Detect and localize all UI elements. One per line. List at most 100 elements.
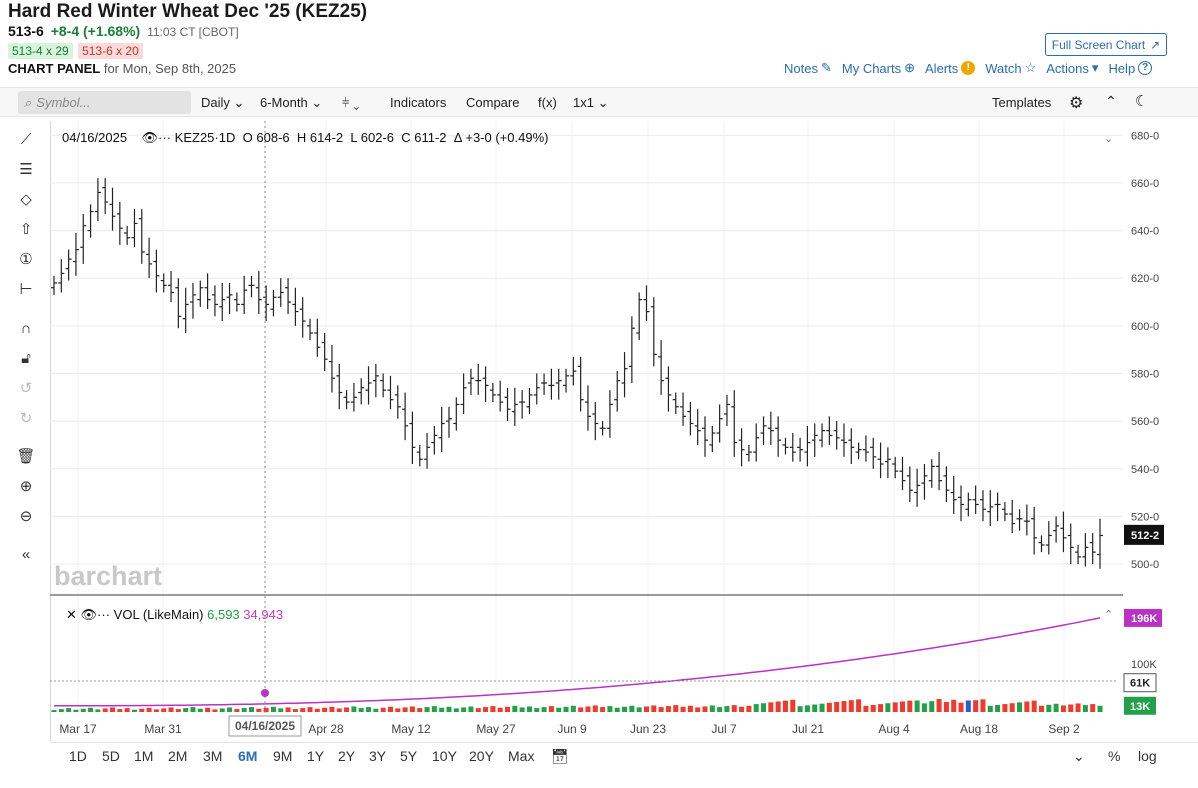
price-bar xyxy=(233,292,240,312)
zoom-in-icon[interactable]: ⊕ xyxy=(19,478,33,495)
volume-bar xyxy=(446,706,452,712)
watch-link[interactable]: Watch ☆ xyxy=(985,60,1036,76)
volume-bar xyxy=(139,708,145,712)
volume-bar xyxy=(695,707,701,712)
collapse-sidebar-icon[interactable]: « xyxy=(21,545,31,563)
my-charts-link[interactable]: My Charts ⊕ xyxy=(842,60,915,76)
price-bar xyxy=(892,456,899,479)
range-button-max[interactable]: Max xyxy=(508,748,535,764)
volume-bar xyxy=(197,708,203,712)
volume-bar xyxy=(826,702,832,712)
legend-collapse-icon[interactable]: ⌄ xyxy=(1104,133,1114,145)
range-button-1y[interactable]: 1Y xyxy=(307,748,325,764)
volume-bar xyxy=(124,708,130,712)
settings-gear-icon[interactable]: ⚙ xyxy=(1069,95,1084,112)
volume-bar xyxy=(921,703,927,712)
range-button-5d[interactable]: 5D xyxy=(102,748,120,764)
full-screen-chart-button[interactable]: Full Screen Chart ↗ xyxy=(1045,33,1167,56)
volume-bar xyxy=(856,699,862,712)
alerts-link[interactable]: Alerts ! xyxy=(925,61,976,76)
volume-bar xyxy=(292,709,298,712)
measure-tool-icon[interactable]: ⊢ xyxy=(19,281,33,298)
volume-bar xyxy=(673,705,679,712)
line-tool-icon[interactable]: ⟋ xyxy=(20,130,32,148)
range-button-6m[interactable]: 6M xyxy=(238,748,258,764)
volume-bar xyxy=(88,707,94,712)
actions-menu[interactable]: Actions ▾ xyxy=(1046,60,1098,76)
price-bar xyxy=(1089,533,1096,565)
notes-link[interactable]: Notes ✎ xyxy=(784,60,832,76)
price-bar xyxy=(789,433,796,462)
interval-dropdown[interactable]: Daily ⌄ xyxy=(201,95,244,111)
calendar-icon[interactable]: 📅︎ xyxy=(551,748,569,764)
undo-icon[interactable]: ↺ xyxy=(19,380,33,397)
more-dots-icon[interactable]: ··· xyxy=(158,130,172,145)
price-bar xyxy=(738,428,745,467)
layout-dropdown[interactable]: 1x1 ⌄ xyxy=(573,95,609,111)
annotation-number-icon[interactable]: ① xyxy=(19,251,33,268)
volume-bar xyxy=(863,705,869,712)
indicators-button[interactable]: Indicators xyxy=(390,95,447,110)
symbol-search-input[interactable]: ⌕ Symbol... xyxy=(18,91,191,114)
range-button-3y[interactable]: 3Y xyxy=(369,748,387,764)
fibonacci-tool-icon[interactable]: ☰ xyxy=(19,161,33,178)
price-bar xyxy=(219,282,226,322)
volume-bar xyxy=(614,707,620,712)
volume-bar xyxy=(717,707,723,712)
compare-button[interactable]: Compare xyxy=(466,95,520,110)
volume-collapse-icon[interactable]: ⌃ xyxy=(1104,609,1114,621)
range-button-9m[interactable]: 9M xyxy=(273,748,293,764)
trash-icon[interactable]: 🗑︎ xyxy=(16,448,36,465)
zoom-out-icon[interactable]: ⊖ xyxy=(19,508,33,525)
close-study-icon[interactable]: ✕ xyxy=(66,607,77,622)
edit-icon: ✎ xyxy=(820,60,832,75)
eye-icon[interactable]: 👁︎ xyxy=(80,607,98,622)
function-button[interactable]: f(x) xyxy=(538,95,557,110)
price-bar xyxy=(482,366,489,403)
range-button-5y[interactable]: 5Y xyxy=(400,748,418,764)
range-button-3m[interactable]: 3M xyxy=(203,748,223,764)
dark-mode-moon-icon[interactable]: ☾ xyxy=(1135,93,1149,110)
period-dropdown[interactable]: 6-Month ⌄ xyxy=(260,95,322,111)
double-chevron-down-icon[interactable]: ⌄ xyxy=(1073,748,1085,764)
unlock-icon[interactable]: 🔓︎ xyxy=(21,349,31,367)
shape-tool-icon[interactable]: ◇ xyxy=(20,191,32,208)
range-button-1m[interactable]: 1M xyxy=(134,748,154,764)
period-label: 6-Month xyxy=(260,95,308,110)
redo-icon[interactable]: ↻ xyxy=(19,410,33,427)
volume-bar xyxy=(731,705,737,712)
volume-ma-tag xyxy=(1124,608,1162,627)
volume-bar xyxy=(570,705,576,712)
volume-bar xyxy=(73,709,79,712)
help-link[interactable]: Help ? xyxy=(1108,61,1153,76)
range-button-1d[interactable]: 1D xyxy=(69,748,87,764)
price-bar xyxy=(358,378,365,405)
volume-bar xyxy=(790,699,796,712)
range-button-2y[interactable]: 2Y xyxy=(338,748,356,764)
percent-scale-button[interactable]: % xyxy=(1108,748,1121,764)
range-button-2m[interactable]: 2M xyxy=(168,748,188,764)
more-dots-icon[interactable]: ··· xyxy=(97,607,111,622)
arrow-tool-icon[interactable]: ⇧ xyxy=(19,221,33,238)
log-scale-button[interactable]: log xyxy=(1138,748,1157,764)
chart-type-dropdown[interactable]: ⫩ ⌄ xyxy=(342,95,359,111)
range-button-20y[interactable]: 20Y xyxy=(469,748,494,764)
price-bar xyxy=(994,492,1001,522)
collapse-up-icon[interactable]: ⌃ xyxy=(1105,93,1117,109)
price-bar xyxy=(1031,506,1038,555)
volume-tag xyxy=(1124,696,1156,715)
price-bars xyxy=(51,178,1103,569)
volume-bar xyxy=(892,702,898,712)
volume-bar xyxy=(643,706,649,712)
price-bar xyxy=(1001,502,1008,522)
volume-bar xyxy=(1090,704,1096,712)
templates-button[interactable]: Templates xyxy=(992,95,1052,110)
price-bar xyxy=(943,466,950,503)
price-tick-label: 520-0 xyxy=(1131,511,1159,523)
range-button-10y[interactable]: 10Y xyxy=(432,748,457,764)
eye-icon[interactable]: 👁︎ xyxy=(141,130,159,145)
volume-ma-value: 34,943 xyxy=(243,607,284,622)
magnet-icon[interactable]: ∩ xyxy=(20,319,32,337)
price-bar xyxy=(621,352,628,398)
